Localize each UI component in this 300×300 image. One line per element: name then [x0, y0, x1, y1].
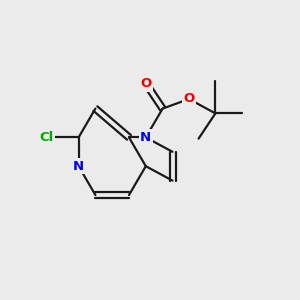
Text: N: N	[73, 160, 84, 173]
Text: O: O	[183, 92, 195, 106]
Text: Cl: Cl	[39, 131, 54, 144]
Text: O: O	[140, 77, 152, 90]
Text: N: N	[140, 131, 152, 144]
